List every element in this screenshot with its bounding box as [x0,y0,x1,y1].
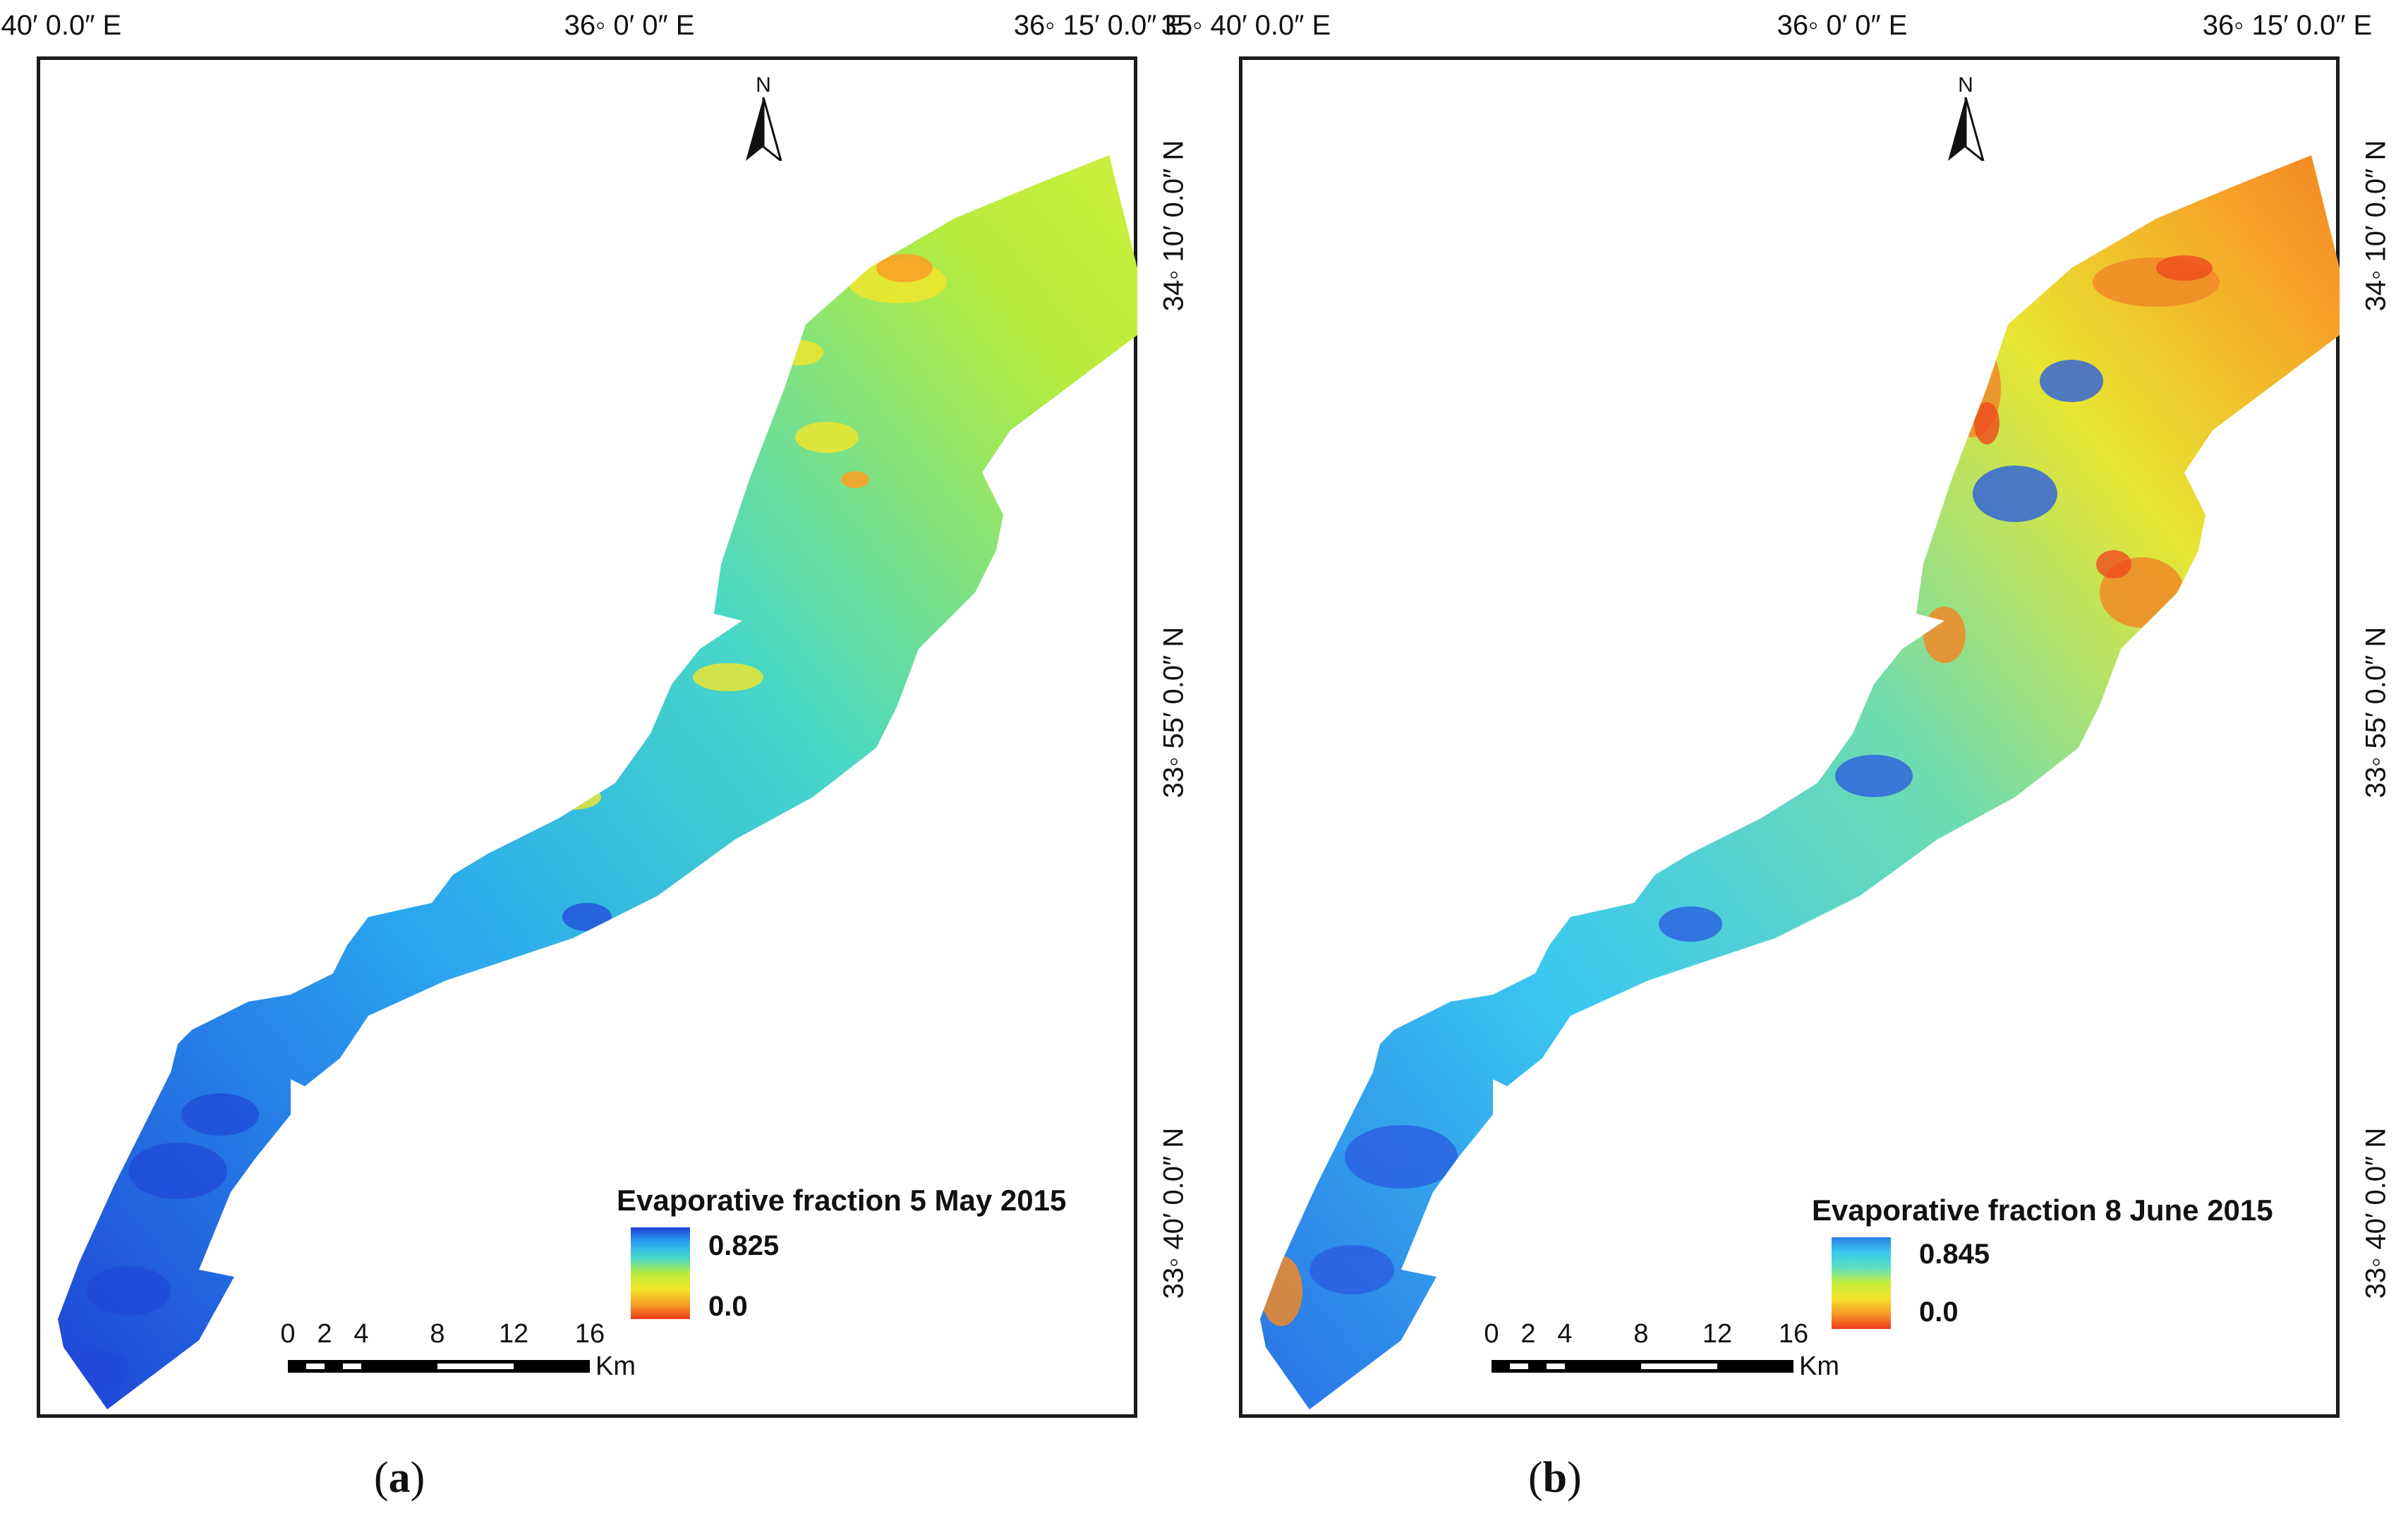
north-arrow-icon [1948,97,1985,164]
legend-max-value: 0.845 [1919,1239,1990,1270]
latitude-label-bottom: 33◦ 40′ 0.0″ N [2360,1127,2392,1299]
longitude-label-mid: 36◦ 0′ 0″ E [1777,10,1908,41]
panel-label-a: (a) [374,1454,425,1502]
scale-segment-white [1641,1364,1717,1369]
scale-tick-8: 8 [430,1319,445,1349]
legend-color-ramp [1832,1237,1891,1329]
latitude-label-top: 34◦ 10′ 0.0″ N [2360,140,2392,312]
longitude-label-right: 36◦ 15′ 0.0″ E [1013,10,1184,41]
scale-tick-2: 2 [317,1319,332,1349]
north-arrow-icon [746,97,783,164]
scale-segment-white [1510,1364,1528,1369]
scale-unit: Km [1799,1352,1839,1381]
hot-spots [841,254,933,488]
legend-max-value: 0.825 [708,1230,780,1261]
map-panel-b: 35◦ 40′ 0.0″ E 36◦ 0′ 0″ E 36◦ 15′ 0.0″ … [1161,10,2392,1418]
scale-tick-16: 16 [1778,1319,1809,1349]
scale-tick-12: 12 [498,1319,529,1349]
north-letter: N [1958,73,1973,97]
latitude-label-bottom: 33◦ 40′ 0.0″ N [1158,1127,1190,1299]
scale-bar: 0 2 4 8 12 16 Km [1484,1319,1840,1383]
scale-tick-4: 4 [1557,1319,1573,1349]
scale-segment-white [1547,1364,1565,1369]
legend-color-ramp [631,1227,690,1319]
north-arrow: N [1937,73,1994,172]
evaporative-fraction-map-b [1260,155,2340,1409]
scale-tick-8: 8 [1633,1319,1649,1349]
legend-min-value: 0.0 [708,1291,748,1322]
north-arrow: N [735,73,792,172]
hot-spots [1974,255,2213,578]
legend-min-value: 0.0 [1919,1297,1959,1328]
latitude-label-mid: 33◦ 55′ 0.0″ N [1158,626,1190,799]
scale-segment-white [437,1364,514,1369]
north-letter: N [756,73,771,97]
longitude-label-left: 35◦ 40′ 0.0″ E [1161,10,1331,41]
scale-unit: Km [595,1352,636,1381]
latitude-label-top: 34◦ 10′ 0.0″ N [1158,140,1190,312]
scale-bar: 0 2 4 8 12 16 Km [280,1319,636,1383]
scale-tick-0: 0 [1484,1319,1499,1349]
legend-title: Evaporative fraction 8 June 2015 [1812,1194,2273,1227]
scale-tick-12: 12 [1702,1319,1733,1349]
evaporative-fraction-map-a [58,155,1137,1409]
dense-vegetation-patches [1309,360,2103,1294]
scale-segment-white [343,1364,361,1369]
longitude-label-left: 35◦ 40′ 0.0″ E [0,10,122,41]
scale-tick-16: 16 [574,1319,605,1349]
longitude-label-mid: 36◦ 0′ 0″ E [564,10,695,41]
longitude-label-right: 36◦ 15′ 0.0″ E [2202,10,2373,41]
legend-title: Evaporative fraction 5 May 2015 [617,1184,1067,1217]
scale-tick-0: 0 [280,1319,296,1349]
scale-tick-4: 4 [353,1319,369,1349]
map-panel-a: 35◦ 40′ 0.0″ E 36◦ 0′ 0″ E 36◦ 15′ 0.0″ … [0,10,1190,1418]
scale-tick-2: 2 [1520,1319,1536,1349]
latitude-label-mid: 33◦ 55′ 0.0″ N [2360,626,2392,799]
scale-segment-white [306,1364,325,1369]
panel-label-b: (b) [1528,1454,1582,1502]
